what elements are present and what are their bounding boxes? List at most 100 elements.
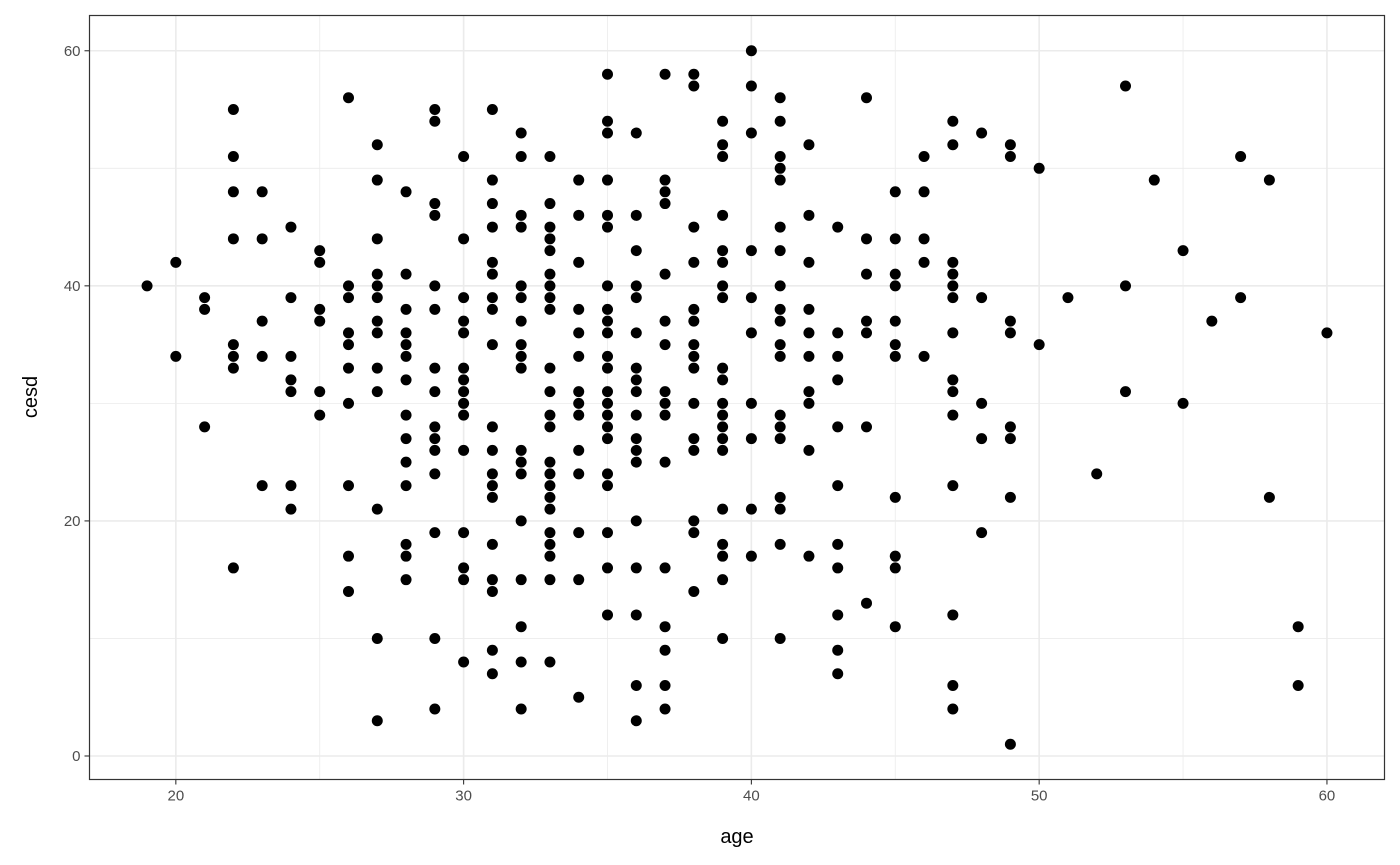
data-point [861, 233, 872, 245]
data-point [458, 527, 470, 539]
data-point [429, 632, 441, 644]
panel-border [88, 14, 1386, 781]
data-point [717, 409, 729, 421]
data-point [688, 68, 700, 80]
data-point [889, 268, 901, 280]
data-point [1120, 386, 1131, 398]
x-tick-label: 20 [167, 788, 184, 805]
data-point [371, 139, 383, 151]
data-point [774, 350, 786, 362]
data-point [371, 174, 383, 186]
x-tick-label: 50 [1031, 788, 1048, 805]
data-point [371, 503, 383, 515]
data-point [803, 444, 815, 456]
data-point [515, 209, 527, 221]
data-point [1120, 280, 1131, 292]
data-point [803, 327, 815, 339]
data-point [573, 397, 585, 409]
data-point [1004, 738, 1016, 750]
data-point [774, 151, 786, 163]
data-point [1292, 679, 1304, 691]
data-point [343, 362, 354, 374]
data-point [458, 397, 470, 409]
data-point [285, 374, 297, 386]
data-point [947, 280, 959, 292]
data-point [659, 562, 671, 574]
data-point [400, 303, 412, 315]
data-point [544, 574, 556, 586]
x-tick-label: 30 [455, 788, 472, 805]
data-point [227, 104, 239, 116]
data-point [429, 421, 441, 433]
data-point [141, 280, 153, 292]
data-point [947, 703, 959, 715]
y-axis-label: cesd [20, 376, 42, 418]
data-point [630, 409, 642, 421]
data-point [400, 268, 412, 280]
y-tick-label: 0 [72, 748, 80, 765]
data-point [918, 256, 930, 268]
data-point [400, 550, 412, 562]
data-point [486, 444, 498, 456]
data-point [458, 233, 470, 245]
data-point [1177, 397, 1189, 409]
data-point [889, 186, 901, 198]
data-point [1177, 245, 1189, 257]
data-point [1292, 621, 1304, 633]
data-point [1263, 174, 1275, 186]
data-point [602, 174, 613, 186]
data-point [602, 327, 613, 339]
data-point [544, 280, 556, 292]
data-point [659, 268, 671, 280]
data-point [371, 715, 383, 727]
data-point [544, 221, 556, 233]
data-point [602, 609, 613, 621]
data-point [1235, 151, 1247, 163]
data-point [659, 679, 671, 691]
data-point [774, 303, 786, 315]
data-point [515, 515, 527, 527]
data-point [745, 397, 757, 409]
data-point [371, 292, 383, 304]
data-point [630, 327, 642, 339]
data-point [544, 292, 556, 304]
data-point [544, 386, 556, 398]
data-point [573, 527, 585, 539]
data-point [314, 409, 326, 421]
data-point [832, 668, 844, 680]
data-point [486, 668, 498, 680]
data-point [630, 609, 642, 621]
data-point [573, 468, 585, 480]
data-point [285, 480, 297, 492]
points [141, 45, 1333, 750]
data-point [717, 503, 729, 515]
data-point [515, 221, 527, 233]
data-point [947, 480, 959, 492]
x-axis-label: age [720, 826, 753, 848]
data-point [717, 115, 729, 127]
data-point [774, 503, 786, 515]
data-point [717, 292, 729, 304]
data-point [774, 162, 786, 174]
data-point [688, 527, 700, 539]
data-point [630, 209, 642, 221]
data-point [717, 444, 729, 456]
data-point [256, 186, 268, 198]
data-point [285, 503, 297, 515]
data-point [745, 292, 757, 304]
data-point [429, 468, 441, 480]
data-point [400, 339, 412, 351]
data-point [774, 245, 786, 257]
data-point [688, 80, 700, 92]
data-point [659, 68, 671, 80]
data-point [1235, 292, 1247, 304]
data-point [774, 409, 786, 421]
data-point [371, 268, 383, 280]
data-point [429, 198, 441, 210]
data-point [602, 468, 613, 480]
data-point [803, 386, 815, 398]
data-point [486, 644, 498, 656]
data-point [371, 327, 383, 339]
data-point [717, 421, 729, 433]
data-point [1004, 151, 1016, 163]
